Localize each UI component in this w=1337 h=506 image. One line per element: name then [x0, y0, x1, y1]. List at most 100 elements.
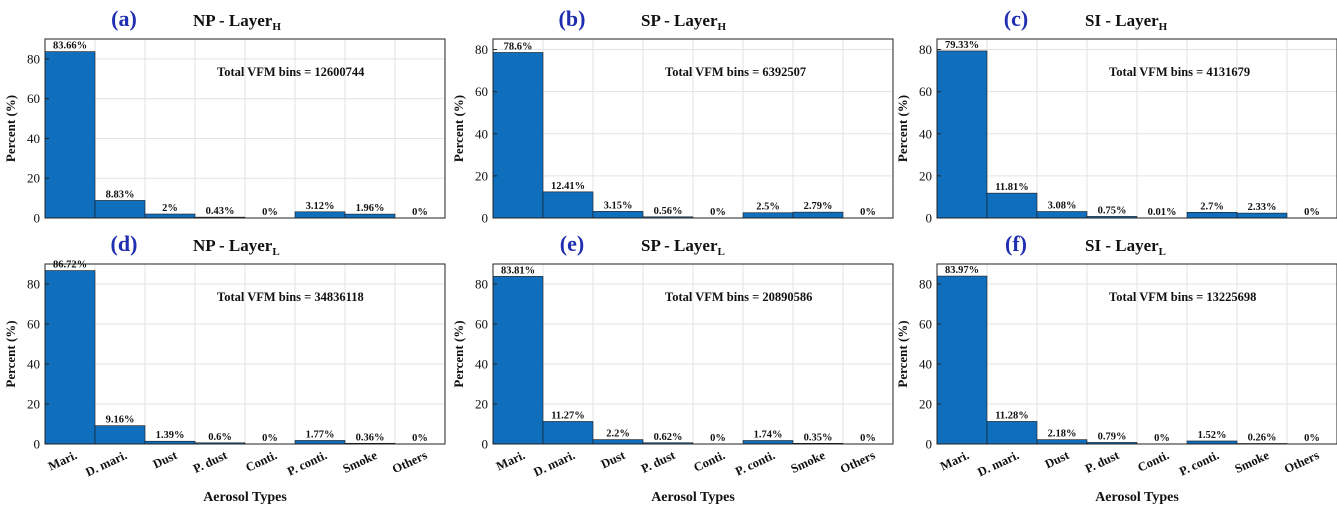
x-tick-label: Mari.	[938, 448, 971, 473]
bar-value-label: 12.41%	[551, 181, 585, 192]
x-tick-label: Smoke	[789, 448, 828, 476]
bar-value-label: 1.77%	[306, 429, 335, 440]
y-tick-label: 20	[27, 171, 40, 186]
bar-value-label: 0.6%	[208, 432, 232, 443]
x-tick-label: Conti.	[243, 448, 279, 475]
total-bins-annotation: Total VFM bins = 34836118	[217, 290, 364, 304]
x-tick-label: Others	[838, 448, 877, 476]
y-tick-label: 20	[475, 168, 488, 183]
bar	[742, 212, 794, 219]
bar-value-label: 3.15%	[604, 200, 633, 211]
bar-value-label: 0.26%	[1248, 432, 1277, 443]
x-tick-label: Smoke	[1233, 448, 1272, 476]
bar	[742, 440, 794, 445]
plot-frame	[936, 263, 1337, 445]
bar	[792, 211, 844, 219]
bar-value-label: 2.79%	[804, 201, 833, 212]
y-tick-label: 80	[27, 277, 40, 292]
panel-letter: (c)	[1004, 6, 1028, 31]
y-tick-label: 80	[919, 277, 932, 292]
total-bins-annotation: Total VFM bins = 4131679	[1109, 65, 1250, 79]
panel-title-text: NP - Layer	[193, 11, 273, 30]
bar	[986, 192, 1038, 219]
bar-value-label: 2%	[162, 203, 178, 214]
y-tick-label: 0	[482, 437, 489, 452]
bar	[44, 270, 96, 445]
bar	[492, 276, 544, 445]
y-tick-label: 60	[475, 84, 488, 99]
bar-value-label: 2.5%	[756, 202, 780, 213]
bar-value-label: 2.33%	[1248, 202, 1277, 213]
total-bins-annotation: Total VFM bins = 6392507	[665, 65, 806, 79]
panel-title-text: NP - Layer	[193, 236, 273, 255]
panel-letter: (a)	[111, 6, 137, 31]
x-tick-label: P. conti.	[285, 448, 329, 479]
bar	[1036, 211, 1088, 219]
y-tick-label: 40	[919, 126, 932, 141]
bar	[986, 421, 1038, 445]
bar-value-label: 2.2%	[606, 429, 630, 440]
plot-frame	[492, 263, 894, 445]
panel-title: SP - LayerL	[641, 236, 725, 258]
bar-value-label: 0.56%	[654, 206, 683, 217]
bar-value-label: 0.79%	[1098, 431, 1127, 442]
bar	[294, 440, 346, 445]
bar	[144, 213, 196, 219]
y-tick-label: 80	[475, 277, 488, 292]
y-axis-label: Percent (%)	[895, 95, 910, 162]
panel-title: NP - LayerH	[193, 11, 281, 33]
bar-value-label: 8.83%	[106, 189, 135, 200]
panel-letter: (e)	[560, 231, 584, 256]
y-tick-label: 60	[475, 317, 488, 332]
panel-title: SI - LayerL	[1085, 236, 1166, 258]
panel-title-subscript: L	[1159, 246, 1166, 258]
panel-title-text: SP - Layer	[641, 11, 718, 30]
x-tick-label: Others	[1282, 448, 1321, 476]
bar-value-label: 0%	[1154, 433, 1170, 444]
x-tick-label: Conti.	[1135, 448, 1171, 475]
bar-value-label: 0%	[860, 207, 876, 218]
panel-title-subscript: H	[1159, 21, 1168, 33]
panel-title: SP - LayerH	[641, 11, 727, 33]
x-tick-label: D. mari.	[531, 448, 577, 479]
y-axis-label: Percent (%)	[451, 95, 466, 162]
panel-title-text: SI - Layer	[1085, 11, 1159, 30]
bar-value-label: 0.35%	[804, 432, 833, 443]
y-tick-label: 20	[27, 397, 40, 412]
bar	[592, 211, 644, 219]
bar	[936, 275, 988, 445]
total-bins-annotation: Total VFM bins = 13225698	[1109, 290, 1256, 304]
x-tick-label: P. conti.	[1177, 448, 1221, 479]
bar-value-label: 0.01%	[1148, 207, 1177, 218]
bar	[94, 200, 146, 219]
y-tick-label: 20	[475, 397, 488, 412]
y-tick-label: 80	[475, 42, 488, 57]
bar	[492, 52, 544, 219]
panel-title-text: SP - Layer	[641, 236, 718, 255]
y-tick-label: 0	[926, 437, 933, 452]
bar	[294, 211, 346, 219]
x-axis-label: Aerosol Types	[1095, 490, 1179, 505]
y-tick-label: 0	[926, 211, 933, 226]
bar	[542, 191, 594, 219]
bar-value-label: 11.27%	[551, 410, 585, 421]
y-tick-label: 80	[27, 51, 40, 66]
chart-panel: 0 20 40 60 80 Percent (%) 79.33% 11.81% 3.08% 0.7…	[895, 6, 1337, 226]
bar	[936, 50, 988, 219]
panel-title-subscript: L	[718, 246, 725, 258]
panel-title: SI - LayerH	[1085, 11, 1168, 33]
y-axis-label: Percent (%)	[895, 320, 910, 387]
chart-panel: 0 20 40 60 80 Percent (%) 83.66% 8.83% 2% 0.43% 0%…	[3, 6, 446, 226]
x-tick-label: Conti.	[691, 448, 727, 475]
chart-panel: 0 20 40 60 80 Percent (%) 78.6% 12.41% 3.15% 0.56…	[451, 6, 894, 226]
bar-value-label: 11.81%	[995, 182, 1029, 193]
y-tick-label: 0	[34, 437, 41, 452]
bar-value-label: 1.96%	[356, 203, 385, 214]
x-axis-label: Aerosol Types	[651, 490, 735, 505]
bar	[94, 425, 146, 445]
bar-value-label: 78.6%	[504, 41, 533, 52]
y-tick-label: 80	[919, 42, 932, 57]
plot-frame	[936, 38, 1337, 219]
x-tick-label: P. dust	[639, 448, 678, 476]
